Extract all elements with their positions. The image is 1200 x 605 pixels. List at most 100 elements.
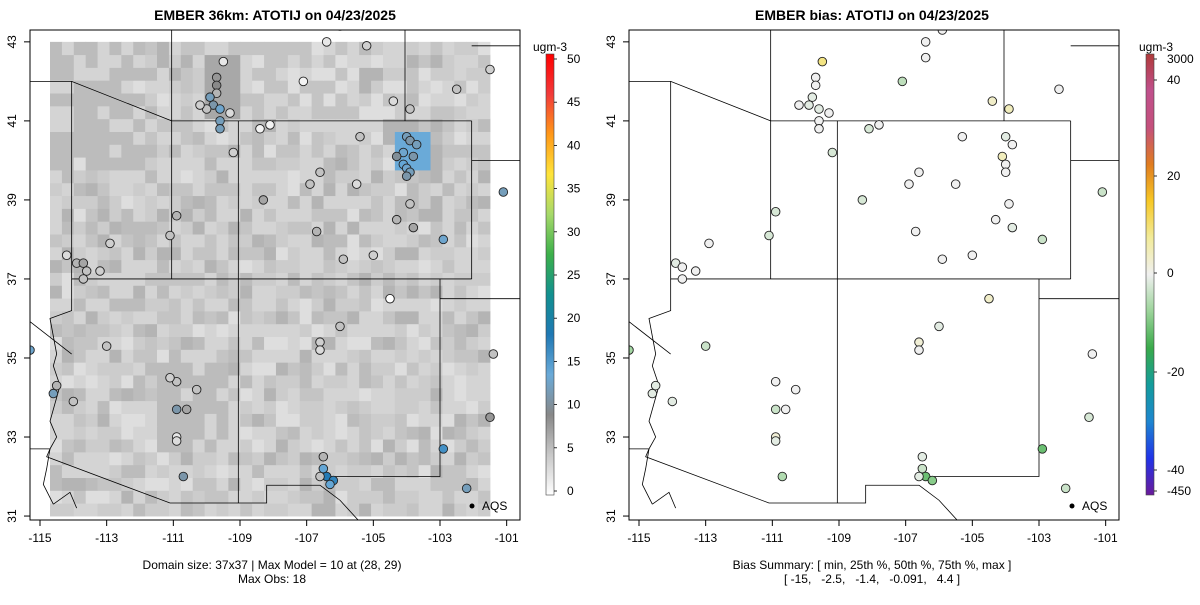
- colorbar-tick-label: 35: [567, 182, 581, 196]
- model-cell: [109, 387, 122, 402]
- model-cell: [466, 208, 479, 222]
- model-cell: [454, 170, 467, 184]
- observation-point: [917, 452, 928, 462]
- model-cell: [85, 310, 98, 325]
- model-cell: [299, 259, 313, 273]
- model-cell: [406, 375, 420, 389]
- model-cell: [287, 182, 301, 197]
- model-cell: [264, 234, 277, 248]
- colorbar-tick-label: 45: [567, 95, 581, 109]
- model-cell: [299, 310, 313, 325]
- model-cell: [216, 387, 229, 402]
- model-cell: [418, 170, 431, 184]
- model-cell: [371, 323, 384, 338]
- model-cell: [121, 157, 134, 171]
- observation-point: [355, 131, 365, 142]
- model-cell: [97, 157, 110, 171]
- observation-point: [650, 380, 661, 391]
- model-cell: [323, 131, 336, 145]
- model-cell: [478, 157, 491, 171]
- model-cell: [97, 131, 110, 145]
- model-cell: [180, 310, 194, 325]
- model-cell: [359, 259, 372, 273]
- model-cell: [240, 336, 253, 350]
- model-cell: [430, 310, 443, 325]
- model-cell: [287, 310, 301, 325]
- model-cell: [382, 464, 396, 479]
- observation-point: [914, 337, 924, 347]
- model-cell: [418, 131, 431, 145]
- model-cell: [287, 451, 301, 466]
- model-cell: [240, 80, 253, 94]
- model-cell: [121, 118, 134, 132]
- model-cell: [264, 144, 277, 158]
- model-cell: [442, 362, 455, 376]
- model-cell: [347, 375, 360, 389]
- model-cell: [359, 246, 372, 261]
- observation-point: [215, 116, 225, 126]
- model-cell: [61, 451, 75, 466]
- model-cell: [406, 208, 420, 222]
- model-cell: [145, 375, 158, 389]
- model-cell: [323, 439, 336, 453]
- observation-point: [770, 376, 781, 387]
- x-tick-label: -107: [295, 531, 319, 545]
- model-cell: [228, 464, 241, 479]
- model-cell: [323, 80, 336, 94]
- model-cell: [359, 195, 372, 209]
- model-cell: [228, 246, 241, 261]
- model-cell: [323, 195, 336, 209]
- model-cell: [157, 54, 170, 68]
- model-cell: [335, 362, 348, 376]
- model-cell: [204, 118, 217, 132]
- model-cell: [478, 234, 491, 248]
- model-cell: [85, 503, 98, 517]
- model-cell: [442, 477, 455, 491]
- model-cell: [61, 93, 75, 107]
- observation-point: [78, 258, 89, 268]
- model-cell: [359, 323, 372, 338]
- model-cell: [275, 246, 289, 261]
- model-cell: [168, 41, 182, 56]
- model-cell: [180, 118, 194, 132]
- model-cell: [406, 298, 420, 312]
- colorbar-tick-label: 0: [567, 484, 574, 498]
- model-cell: [418, 221, 431, 235]
- observation-point: [1097, 187, 1108, 197]
- model-cell: [430, 259, 443, 273]
- model-cell: [359, 118, 372, 132]
- model-cell: [442, 298, 455, 312]
- model-cell: [61, 362, 75, 376]
- model-cell: [133, 41, 146, 56]
- model-cell: [454, 157, 467, 171]
- observation-point: [647, 388, 658, 399]
- model-cell: [394, 195, 408, 209]
- model-cell: [216, 182, 229, 197]
- model-cell: [216, 477, 229, 491]
- model-cell: [275, 400, 289, 414]
- model-cell: [442, 80, 455, 94]
- model-cell: [109, 477, 122, 491]
- observation-point: [68, 396, 79, 407]
- state-border: [629, 321, 671, 355]
- model-cell: [299, 144, 313, 158]
- model-cell: [228, 310, 241, 325]
- model-cell: [418, 118, 431, 132]
- model-cell: [478, 285, 491, 299]
- model-cell: [371, 93, 384, 107]
- model-cell: [299, 349, 313, 363]
- model-cell: [442, 426, 455, 440]
- model-cell: [192, 426, 205, 440]
- model-cell: [252, 67, 265, 81]
- model-cell: [264, 259, 277, 273]
- model-cell: [50, 426, 63, 440]
- model-cell: [394, 400, 408, 414]
- model-cell: [359, 503, 372, 517]
- model-cell: [323, 93, 336, 107]
- model-cell: [204, 246, 217, 261]
- model-cell: [275, 54, 289, 68]
- model-cell: [371, 426, 384, 440]
- model-cell: [168, 157, 182, 171]
- model-cell: [466, 93, 479, 107]
- model-cell: [264, 375, 277, 389]
